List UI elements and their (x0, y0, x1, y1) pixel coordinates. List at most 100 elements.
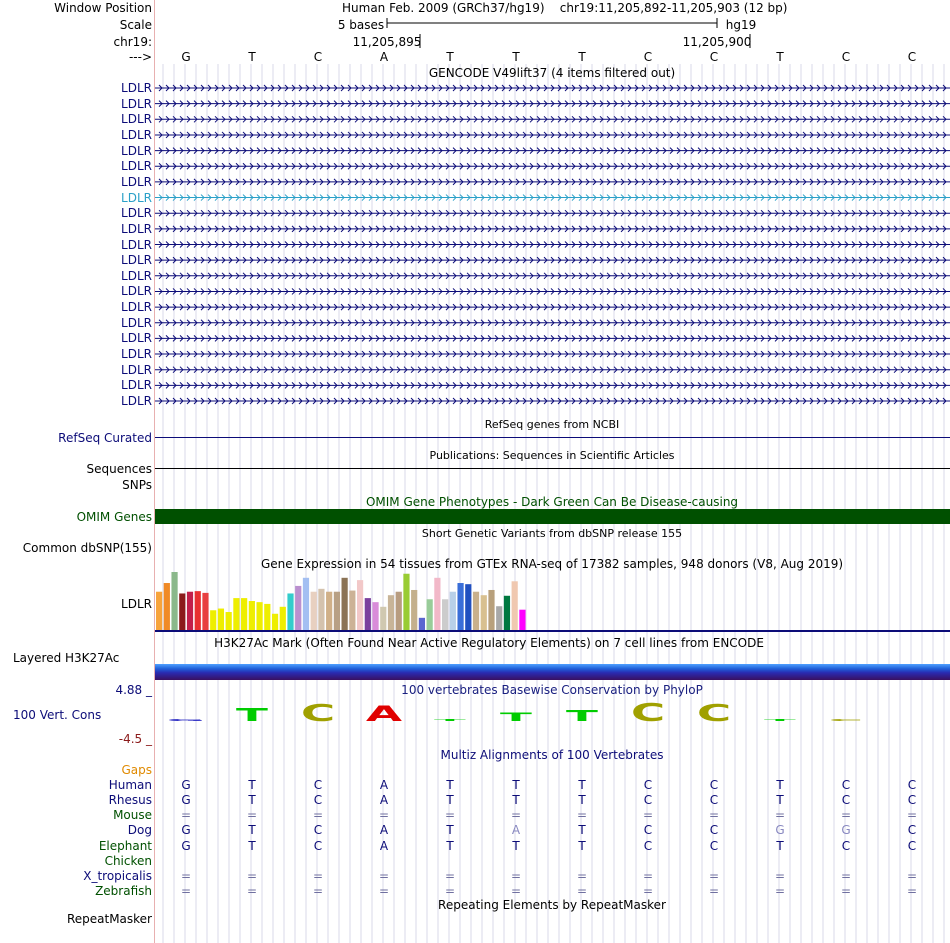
gtex-bar[interactable] (395, 591, 402, 630)
gtex-bar[interactable] (434, 577, 441, 630)
multiz-base: = (180, 883, 192, 898)
gtex-bar[interactable] (380, 606, 387, 630)
multiz-species-label[interactable]: Elephant (98, 838, 152, 853)
gtex-bar[interactable] (171, 572, 178, 630)
gtex-bar[interactable] (426, 599, 433, 630)
gencode-item-label[interactable]: LDLR (121, 81, 152, 95)
multiz-species-label[interactable]: Human (108, 778, 152, 793)
gtex-bar[interactable] (364, 598, 371, 630)
gtex-bar[interactable] (341, 577, 348, 630)
gencode-track[interactable] (155, 80, 950, 420)
phylop-max-label: 4.88 _ (115, 683, 152, 697)
gtex-bar[interactable] (403, 573, 410, 630)
gtex-bar[interactable] (194, 591, 201, 630)
gtex-bar[interactable] (372, 602, 379, 630)
gencode-item-label[interactable]: LDLR (121, 268, 152, 283)
h3k27ac-bar[interactable] (155, 664, 950, 680)
gtex-bar[interactable] (503, 595, 511, 630)
gtex-bar[interactable] (156, 591, 163, 630)
multiz-species-label[interactable]: Mouse (113, 808, 152, 823)
refseq-label[interactable]: RefSeq Curated (58, 431, 152, 445)
tracks-panel[interactable]: Human Feb. 2009 (GRCh37/hg19) chr19:11,2… (155, 0, 950, 943)
multiz-species-label[interactable]: Zebrafish (95, 883, 152, 898)
pubs-label[interactable]: Sequences (86, 462, 152, 476)
gencode-item-label[interactable]: LDLR (121, 378, 152, 393)
gtex-bar[interactable] (333, 591, 340, 630)
gencode-item-label[interactable]: LDLR (121, 253, 152, 268)
gtex-bar[interactable] (318, 588, 325, 630)
snps-label[interactable]: SNPs (122, 478, 152, 492)
pubs-line[interactable] (155, 468, 950, 469)
gtex-bar[interactable] (519, 609, 526, 630)
gtex-bar[interactable] (465, 584, 472, 630)
gencode-item-label[interactable]: LDLR (121, 362, 152, 377)
gtex-bar[interactable] (248, 601, 255, 630)
gencode-item-label[interactable]: LDLR (121, 96, 152, 111)
multiz-base: = (246, 808, 258, 823)
repeatmasker-label[interactable]: RepeatMasker (66, 912, 152, 926)
gtex-bar[interactable] (449, 591, 456, 630)
gtex-bar[interactable] (179, 593, 186, 630)
gtex-bar[interactable] (202, 592, 209, 630)
gtex-label[interactable]: LDLR (121, 597, 152, 611)
gtex-bar[interactable] (472, 591, 480, 630)
gtex-bar[interactable] (302, 577, 310, 630)
dbsnp-label[interactable]: Common dbSNP(155) (22, 541, 152, 555)
gtex-bar[interactable] (271, 613, 279, 630)
gtex-bar[interactable] (457, 583, 464, 630)
gtex-bar[interactable] (233, 598, 240, 630)
gtex-bar[interactable] (511, 581, 518, 630)
gencode-item-label[interactable]: LDLR (121, 237, 152, 252)
gtex-bar[interactable] (442, 599, 449, 630)
gtex-bar[interactable] (264, 603, 271, 630)
gtex-bar[interactable] (326, 591, 333, 630)
gencode-item-label[interactable]: LDLR (121, 347, 152, 362)
gtex-chart[interactable] (155, 570, 950, 632)
omim-label[interactable]: OMIM Genes (76, 510, 152, 524)
gtex-bar[interactable] (225, 612, 232, 630)
phylop-label[interactable]: 100 Vert. Cons (13, 708, 102, 722)
gtex-bar[interactable] (480, 595, 487, 630)
gtex-bar[interactable] (349, 590, 356, 630)
gtex-bar[interactable] (241, 598, 248, 630)
gencode-item-label[interactable]: LDLR (121, 112, 152, 127)
gtex-bar[interactable] (387, 595, 395, 630)
gencode-item-label[interactable]: LDLR (121, 284, 152, 299)
gencode-item-label[interactable]: LDLR (121, 300, 152, 315)
refseq-line[interactable] (155, 437, 950, 438)
gtex-bar[interactable] (496, 606, 503, 630)
gtex-bar[interactable] (418, 617, 426, 630)
gencode-item-label[interactable]: LDLR (121, 206, 152, 221)
gtex-bar[interactable] (411, 589, 418, 630)
gencode-item-label[interactable]: LDLR (121, 127, 152, 142)
gtex-bar[interactable] (287, 593, 294, 630)
gtex-bar[interactable] (488, 589, 495, 630)
gencode-item-label[interactable]: LDLR (121, 221, 152, 236)
gtex-bar[interactable] (217, 608, 225, 630)
gencode-item-label[interactable]: LDLR (121, 315, 152, 330)
gencode-item-label[interactable]: LDLR (121, 190, 152, 205)
gencode-item-label[interactable]: LDLR (121, 331, 152, 346)
gencode-item-label[interactable]: LDLR (121, 159, 152, 174)
gtex-bar[interactable] (163, 583, 170, 630)
gtex-bar[interactable] (310, 591, 317, 630)
gtex-bar[interactable] (256, 602, 263, 630)
gtex-bar[interactable] (279, 606, 286, 630)
h3k27ac-label[interactable]: Layered H3K27Ac (13, 651, 120, 665)
gtex-bar[interactable] (210, 610, 217, 630)
multiz-species-label[interactable]: Rhesus (108, 793, 152, 808)
multiz-species-label[interactable]: X_tropicalis (83, 868, 152, 883)
dna-base: C (709, 50, 719, 64)
omim-bar[interactable] (155, 509, 950, 524)
gencode-item-label[interactable]: LDLR (121, 143, 152, 158)
gtex-bar[interactable] (186, 591, 194, 630)
gtex-bar[interactable] (295, 585, 302, 630)
multiz-species-label[interactable]: Gaps (121, 763, 152, 777)
gencode-item-label[interactable]: LDLR (121, 174, 152, 189)
gencode-item-label[interactable]: LDLR (121, 394, 152, 408)
gtex-bar[interactable] (356, 580, 364, 630)
multiz-species-label[interactable]: Chicken (104, 853, 152, 868)
multiz-species-label[interactable]: Dog (127, 823, 152, 838)
